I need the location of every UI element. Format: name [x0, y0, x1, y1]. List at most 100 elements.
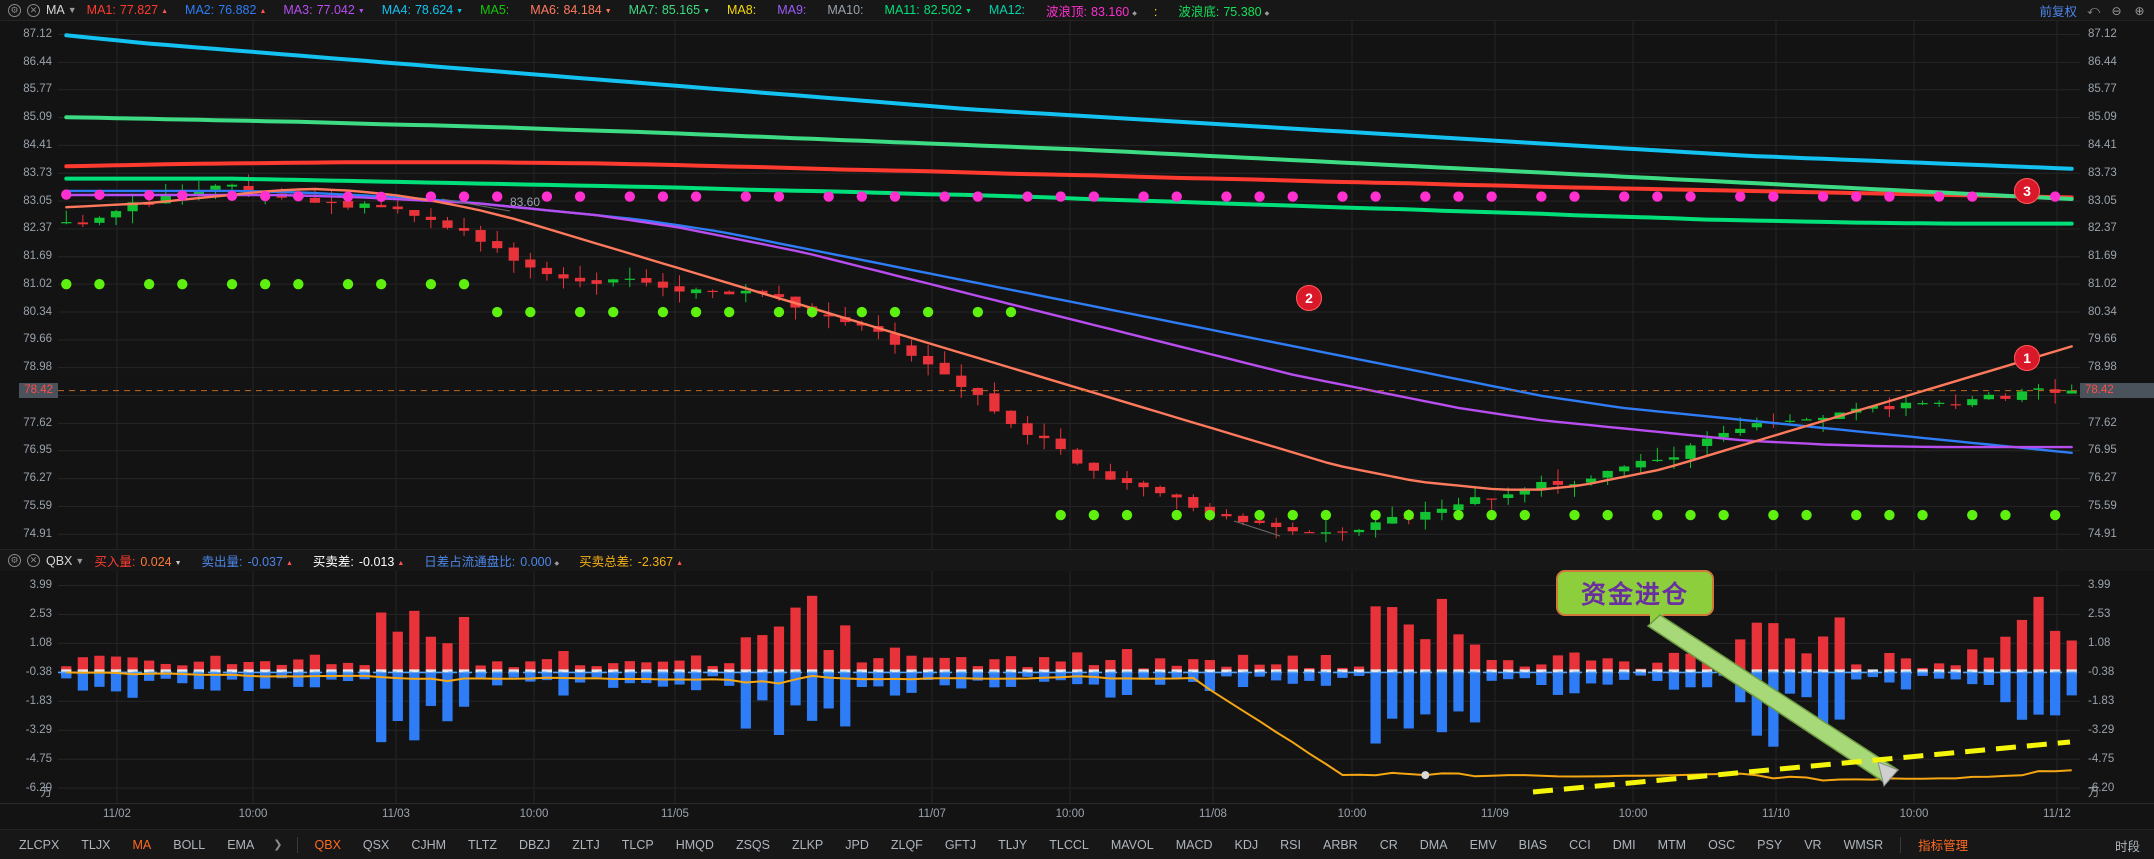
price-axis-tick-left: 80.34: [23, 305, 52, 318]
chart-marker-1[interactable]: 1: [2014, 345, 2040, 371]
ma-label: MA5:: [480, 3, 510, 17]
time-axis-tick: 11/09: [1481, 808, 1509, 820]
ma-number: 77.042: [316, 3, 355, 17]
price-plot-area[interactable]: [58, 21, 2080, 549]
toolbar-item-cci[interactable]: CCI: [1569, 837, 1591, 852]
price-axis-tick-right: 87.12: [2088, 28, 2117, 40]
annotation-callout[interactable]: 资金进仓: [1556, 570, 1714, 616]
ma-label: MA2:: [185, 3, 215, 17]
toolbar-item-tlcp[interactable]: TLCP: [621, 837, 654, 852]
toolbar-item-tltz[interactable]: TLTZ: [468, 837, 497, 852]
toolbar-item-osc[interactable]: OSC: [1708, 837, 1736, 852]
toolbar-item-tljx[interactable]: TLJX: [81, 837, 111, 852]
chevron-right-icon[interactable]: ❯: [273, 839, 283, 851]
annotation-text: 资金进仓: [1580, 580, 1689, 609]
chart-marker-3[interactable]: 3: [2014, 178, 2040, 204]
qbx-axis-unit: 万: [2088, 787, 2100, 799]
time-axis-tick: 11/02: [103, 808, 131, 820]
toolbar-item-ema[interactable]: EMA: [227, 837, 255, 852]
ma-indicator-name[interactable]: MA: [46, 3, 65, 17]
qbx-axis-tick-right: -0.38: [2088, 665, 2115, 678]
toolbar-item-vr[interactable]: VR: [1804, 837, 1822, 852]
ma-value-list: MA1:77.827 MA2:76.882 MA3:77.042 MA4:78.624…: [87, 3, 1046, 17]
time-axis-tick: 11/10: [1762, 808, 1790, 820]
close-icon[interactable]: ✕: [27, 3, 40, 17]
qbx-label: 买卖差:: [312, 555, 354, 569]
price-axis-tick-left: 81.69: [23, 250, 52, 263]
qbx-plot-area[interactable]: [58, 571, 2080, 803]
qbx-value-4: 日差占流通盘比: 0.000: [424, 555, 559, 569]
toolbar-item-tlccl[interactable]: TLCCL: [1049, 837, 1089, 852]
current-price-tag-left: 78.42: [19, 383, 58, 399]
qbx-indicator-name[interactable]: QBX: [46, 553, 73, 568]
toolbar-item-emv[interactable]: EMV: [1469, 837, 1497, 852]
adjust-mode-button[interactable]: 前复权: [2039, 5, 2077, 19]
price-axis-tick-left: 83.73: [23, 166, 52, 179]
price-axis-left: 87.12 86.44 85.77 85.09 84.41 83.73 83.05 82.37…: [0, 21, 58, 549]
ma-label: MA10:: [827, 3, 864, 17]
toolbar-item-cjhm[interactable]: CJHM: [411, 837, 447, 852]
minus-circle-icon[interactable]: ⊖: [2111, 3, 2122, 18]
toolbar-item-mavol[interactable]: MAVOL: [1110, 837, 1154, 852]
qbx-number: 0.000: [520, 555, 552, 569]
time-axis-tick: 11/07: [918, 808, 946, 820]
price-axis-tick-right: 82.37: [2088, 222, 2117, 235]
chevron-down-icon[interactable]: ▼: [67, 5, 77, 15]
indicator-manage-button[interactable]: 指标管理: [1918, 839, 1969, 853]
ma-number: 85.165: [661, 3, 701, 17]
wave-value-3: 波浪底: 75.380: [1178, 5, 1269, 19]
toolbar-item-rsi[interactable]: RSI: [1280, 837, 1301, 852]
time-axis-tick: 11/05: [661, 808, 689, 820]
gear-icon[interactable]: ⚙: [8, 554, 21, 567]
toolbar-item-zltj[interactable]: ZLTJ: [572, 837, 600, 852]
toolbar-item-dbzj[interactable]: DBZJ: [518, 837, 551, 852]
toolbar-item-psy[interactable]: PSY: [1757, 837, 1783, 852]
toolbar-item-ma[interactable]: MA: [132, 837, 152, 852]
toolbar-item-hmqd[interactable]: HMQD: [675, 837, 714, 852]
toolbar-item-tljy[interactable]: TLJY: [998, 837, 1028, 852]
toolbar-item-zlkp[interactable]: ZLKP: [791, 837, 824, 852]
undo-icon[interactable]: ⤺: [2087, 3, 2100, 17]
toolbar-item-jpd[interactable]: JPD: [845, 837, 869, 852]
indicator-toolbar[interactable]: ZLCPX TLJX MA BOLL EMA ❯ QBX QSX CJHM TLTZ DBZJ Z…: [0, 829, 2154, 859]
ma-value-2: MA2: 76.882: [185, 3, 266, 17]
toolbar-item-gftj[interactable]: GFTJ: [944, 837, 977, 852]
toolbar-item-qbx[interactable]: QBX: [314, 837, 341, 852]
toolbar-item-dmi[interactable]: DMI: [1612, 837, 1636, 852]
price-axis-tick-right: 81.69: [2088, 250, 2117, 263]
qbx-chart-panel[interactable]: 3.99 2.53 1.08 -0.38 -1.83 -3.29 -4.75 -6.20 万 3…: [0, 571, 2154, 803]
chevron-down-icon[interactable]: ▼: [75, 555, 85, 566]
toolbar-item-bias[interactable]: BIAS: [1518, 837, 1548, 852]
toolbar-item-arbr[interactable]: ARBR: [1322, 837, 1358, 852]
price-axis-tick-right: 76.95: [2088, 444, 2117, 457]
toolbar-item-kdj[interactable]: KDJ: [1234, 837, 1259, 852]
time-axis-tick: 10:00: [1899, 808, 1929, 820]
period-button[interactable]: 时段: [2115, 830, 2140, 859]
toolbar-item-mtm[interactable]: MTM: [1657, 837, 1687, 852]
toolbar-item-cr[interactable]: CR: [1379, 837, 1398, 852]
qbx-value-list: 买入量: 0.024 卖出量: -0.037 买卖差: -0.013 日差占流通盘比: 0.0…: [94, 551, 703, 570]
toolbar-item-dma[interactable]: DMA: [1419, 837, 1448, 852]
price-candlestick-svg: [58, 21, 2080, 549]
toolbar-item-zlqf[interactable]: ZLQF: [890, 837, 923, 852]
chart-marker-2[interactable]: 2: [1296, 285, 1322, 311]
toolbar-item-zsqs[interactable]: ZSQS: [735, 837, 770, 852]
qbx-label: 卖出量:: [201, 555, 243, 569]
price-chart-panel[interactable]: 87.12 86.44 85.77 85.09 84.41 83.73 83.05 82.37…: [0, 21, 2154, 565]
gear-icon[interactable]: ⚙: [8, 3, 21, 17]
price-axis-right: 87.12 86.44 85.77 85.09 84.41 83.73 83.05 82.37…: [2080, 21, 2154, 549]
qbx-axis-tick-left: -6.20: [25, 781, 52, 794]
toolbar-item-macd[interactable]: MACD: [1175, 837, 1213, 852]
ma-value-4: MA4: 78.624: [382, 3, 463, 17]
price-axis-tick-right: 78.98: [2088, 361, 2117, 374]
wave-label: :: [1153, 4, 1158, 19]
plus-circle-icon[interactable]: ⊕: [2134, 3, 2145, 18]
price-axis-tick-right: 85.09: [2088, 111, 2117, 124]
toolbar-item-qsx[interactable]: QSX: [362, 837, 390, 852]
toolbar-item-zlcpx[interactable]: ZLCPX: [19, 837, 60, 852]
toolbar-item-boll[interactable]: BOLL: [173, 837, 206, 852]
close-icon[interactable]: ✕: [27, 554, 40, 567]
qbx-axis-tick-right: 3.99: [2088, 579, 2111, 591]
ma-value-10: MA10:: [827, 3, 867, 17]
toolbar-item-wmsr[interactable]: WMSR: [1843, 837, 1884, 852]
